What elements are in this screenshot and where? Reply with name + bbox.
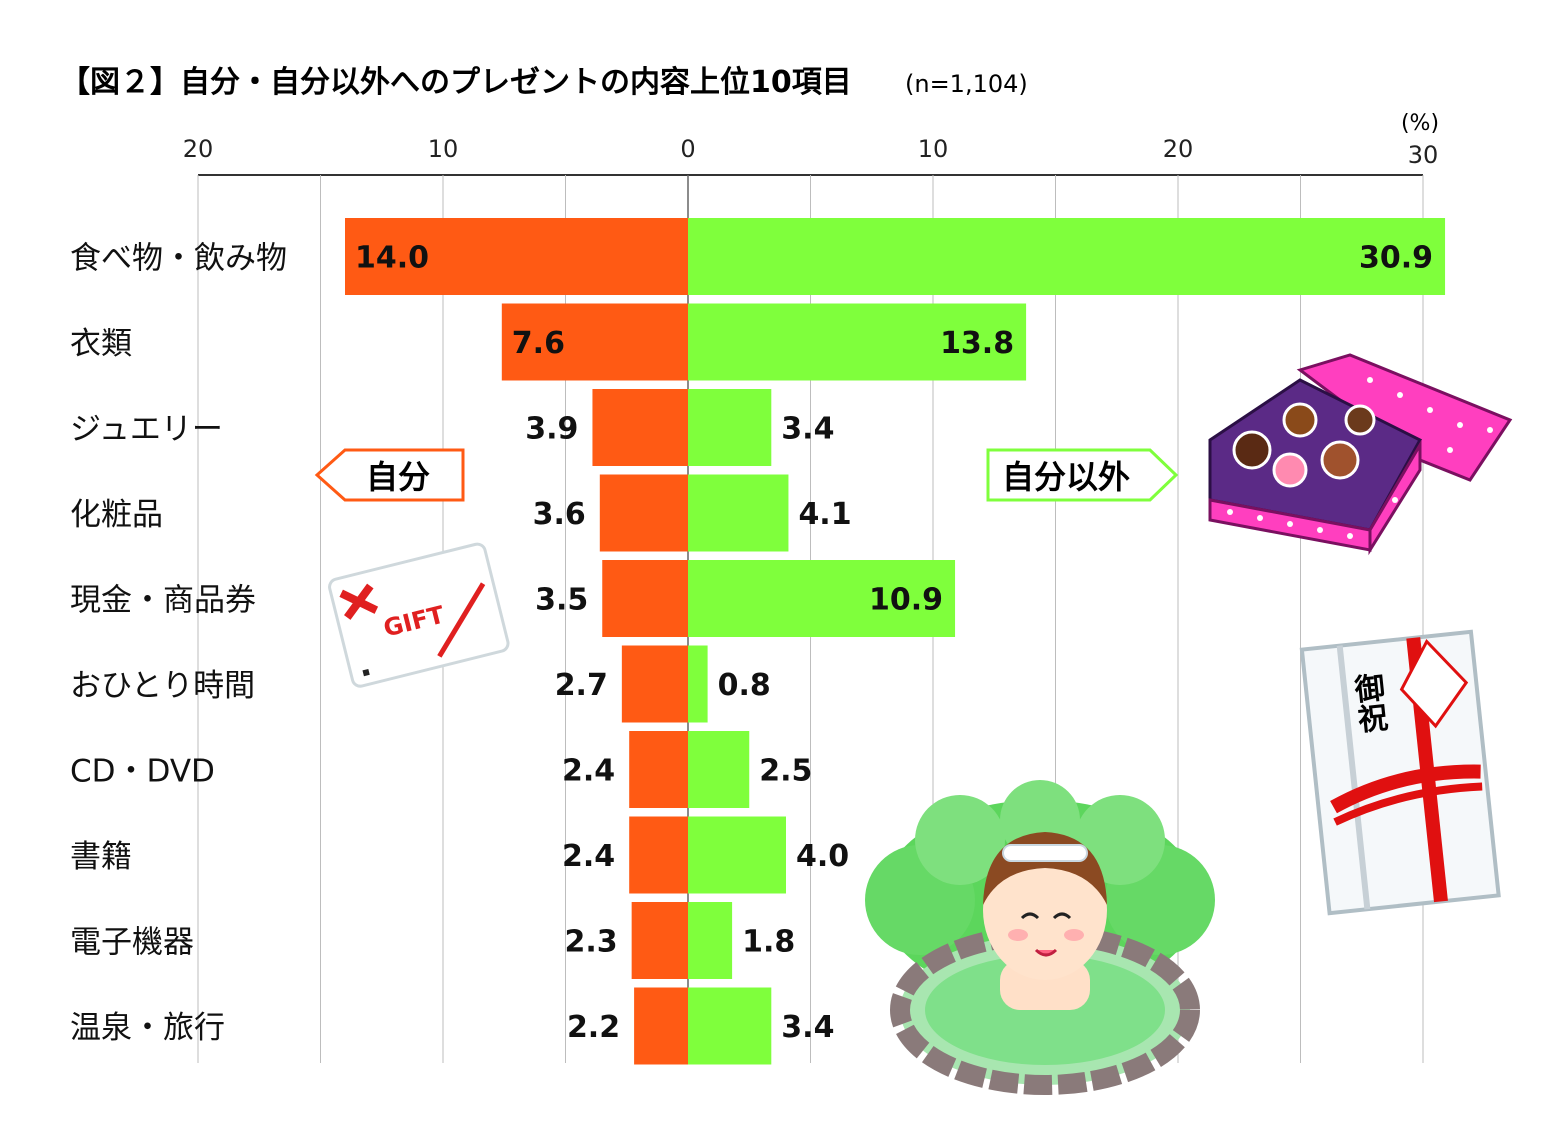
x-tick-label: 10 [428, 135, 459, 163]
bar-others [688, 731, 750, 808]
value-label-others: 3.4 [781, 412, 834, 447]
bar-self [592, 389, 688, 466]
unit-label: (%) [1401, 111, 1439, 136]
category-label: 書籍 [70, 839, 132, 875]
category-label: おひとり時間 [70, 668, 255, 704]
bar-others [688, 389, 772, 466]
x-tick-label: 20 [183, 135, 214, 163]
category-label: CD・DVD [70, 754, 215, 790]
x-tick-label: 20 [1163, 135, 1194, 163]
value-label-others: 13.8 [940, 326, 1014, 361]
onsen-woman-icon [865, 780, 1215, 1095]
value-label-self: 3.6 [533, 497, 586, 532]
category-label: 化粧品 [70, 497, 163, 533]
legend-self-arrow: 自分 [314, 448, 465, 502]
value-label-self: 7.6 [512, 326, 565, 361]
legend-others-arrow: 自分以外 [986, 448, 1179, 502]
bar-self [599, 474, 688, 552]
x-tick-label: 10 [918, 135, 949, 163]
value-label-others: 10.9 [869, 583, 943, 618]
chart-subtitle: (n=1,104) [905, 70, 1028, 98]
value-label-others: 4.0 [796, 839, 849, 874]
bar-self [631, 902, 688, 979]
value-label-self: 3.5 [535, 583, 588, 618]
bar-others [688, 987, 772, 1065]
chart-title: 【図２】自分・自分以外へのプレゼントの内容上位10項目 [60, 65, 852, 100]
category-label: 電子機器 [70, 925, 194, 961]
bar-others [688, 303, 1027, 381]
value-label-others: 1.8 [742, 925, 795, 960]
chocolate-box-icon [1208, 353, 1513, 556]
gift-card-icon: GIFT [328, 542, 510, 688]
value-label-self: 2.3 [564, 925, 617, 960]
category-label: 現金・商品券 [70, 583, 256, 619]
bar-others [688, 560, 956, 637]
bar-self [501, 303, 688, 381]
bar-self [634, 987, 688, 1065]
bar-self [345, 218, 688, 295]
legend-self-label: 自分 [366, 458, 430, 496]
category-label: 食べ物・飲み物 [70, 241, 287, 277]
bar-self [621, 645, 688, 723]
bar-others [688, 902, 733, 979]
value-label-self: 3.9 [525, 412, 578, 447]
value-label-others: 2.5 [759, 754, 812, 789]
value-label-others: 3.4 [781, 1010, 834, 1045]
value-label-self: 2.7 [555, 668, 608, 703]
bar-self [629, 816, 688, 894]
celebration-envelope-icon: 御祝 [1299, 629, 1501, 916]
legend-others-label: 自分以外 [1002, 458, 1130, 496]
bar-others [688, 816, 786, 894]
value-label-self: 14.0 [355, 241, 429, 276]
category-label: 温泉・旅行 [70, 1010, 225, 1046]
value-label-others: 30.9 [1359, 241, 1433, 276]
x-tick-label: 30 [1408, 141, 1439, 169]
x-tick-label: 0 [680, 135, 695, 163]
category-label: 衣類 [70, 326, 132, 362]
bar-others [688, 474, 789, 552]
value-label-self: 2.2 [567, 1010, 620, 1045]
bar-self [629, 731, 688, 808]
value-label-self: 2.4 [562, 839, 615, 874]
bar-others [688, 645, 708, 723]
bar-self [602, 560, 688, 637]
value-label-others: 0.8 [718, 668, 771, 703]
value-label-self: 2.4 [562, 754, 615, 789]
category-label: ジュエリー [70, 412, 223, 448]
value-label-others: 4.1 [798, 497, 851, 532]
bar-others [688, 218, 1446, 295]
